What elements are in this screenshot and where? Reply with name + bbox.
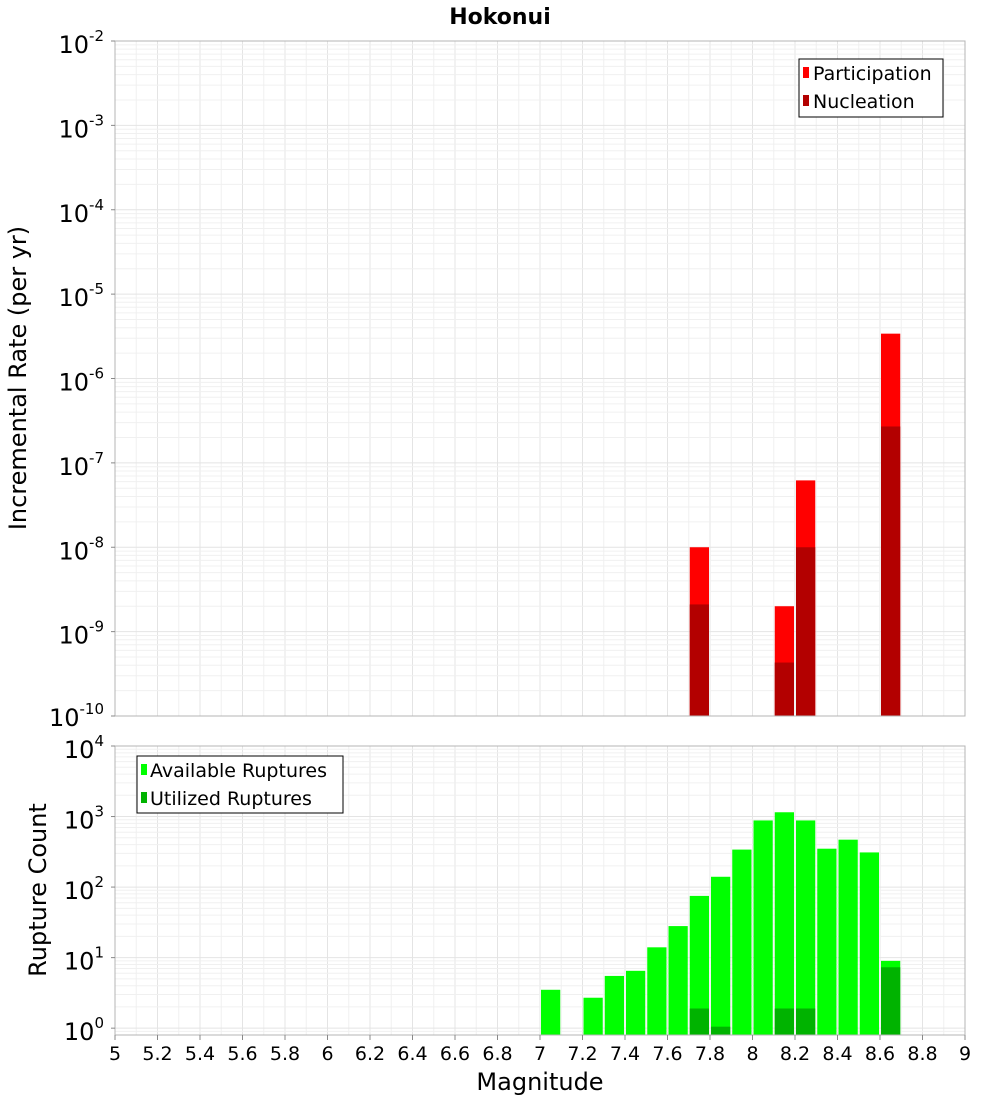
bottom-bar-available-ruptures (753, 820, 773, 1035)
bottom-bar-utilized-ruptures (774, 1008, 794, 1035)
legend-label-nucleation: Nucleation (813, 91, 915, 113)
top-plot-grid (114, 40, 966, 717)
x-tick-label: 7.6 (652, 1043, 682, 1065)
x-tick-label: 8.8 (907, 1043, 937, 1065)
x-tick-label: 5.2 (142, 1043, 172, 1065)
bottom-plot-bars (541, 812, 901, 1035)
top-bar-nucleation (881, 426, 901, 716)
chart-title: Hokonui (449, 5, 551, 30)
bottom-bar-available-ruptures (817, 848, 837, 1035)
top-y-tick-label: 10-2 (58, 27, 104, 59)
top-y-tick-label: 10-3 (58, 111, 104, 143)
x-tick-label: 6.8 (482, 1043, 512, 1065)
top-y-tick-label: 10-6 (58, 365, 104, 397)
bottom-bar-available-ruptures (859, 852, 879, 1035)
x-tick-label: 6.6 (440, 1043, 470, 1065)
top-y-tick-label: 10-4 (58, 196, 104, 228)
x-tick-label: 8.6 (865, 1043, 895, 1065)
top-y-tick-labels: 10-2 10-3 10-4 10-5 10-6 10-7 10-8 10-9 10-10 (49, 27, 115, 732)
top-y-tick-label: 10-7 (58, 449, 104, 481)
bottom-bar-utilized-ruptures (796, 1008, 816, 1035)
bottom-bar-available-ruptures (796, 820, 816, 1035)
bottom-y-axis-label: Rupture Count (24, 803, 52, 977)
bottom-bar-available-ruptures (732, 849, 752, 1035)
bottom-y-tick-label: 101 (64, 944, 104, 976)
legend-swatch-participation (803, 67, 809, 78)
bottom-bar-available-ruptures (838, 839, 858, 1035)
x-tick-label: 9 (959, 1043, 971, 1065)
bottom-legend-box (136, 755, 344, 814)
bottom-bar-available-ruptures (689, 895, 709, 1035)
x-tick-label: 5.8 (270, 1043, 300, 1065)
bottom-bar-available-ruptures (668, 926, 688, 1035)
top-y-axis-label: Incremental Rate (per yr) (4, 226, 32, 530)
x-axis-label: Magnitude (476, 1068, 603, 1096)
x-tick-label: 7.8 (695, 1043, 725, 1065)
bottom-bar-available-ruptures (604, 975, 624, 1035)
bottom-y-tick-labels: 104 103 102 101 100 (64, 732, 115, 1046)
x-tick-labels: 5 5.2 5.4 5.6 5.8 6 6.2 6.4 6.6 6.8 7 7.2 7.4 7.6 7.8 8… (109, 1035, 971, 1065)
bottom-legend: Available Ruptures Utilized Ruptures (136, 755, 344, 814)
bottom-bar-available-ruptures (541, 989, 561, 1035)
top-bar-nucleation (774, 662, 794, 716)
legend-label-participation: Participation (813, 63, 932, 85)
x-tick-label: 5.4 (185, 1043, 215, 1065)
x-tick-label: 6 (321, 1043, 333, 1065)
x-tick-label: 6.2 (355, 1043, 385, 1065)
x-tick-label: 7 (534, 1043, 546, 1065)
legend-swatch-utilized-ruptures (141, 792, 147, 803)
x-tick-label: 7.2 (567, 1043, 597, 1065)
top-bar-nucleation (689, 604, 709, 716)
bottom-bar-utilized-ruptures (689, 1008, 709, 1035)
legend-label-utilized-ruptures: Utilized Ruptures (150, 788, 312, 810)
bottom-y-tick-label: 103 (64, 803, 104, 835)
top-bar-nucleation (796, 547, 816, 716)
x-tick-label: 7.4 (610, 1043, 640, 1065)
x-tick-label: 5 (109, 1043, 121, 1065)
top-y-tick-label: 10-8 (58, 533, 104, 565)
bottom-bar-available-ruptures (583, 997, 603, 1035)
legend-label-available-ruptures: Available Ruptures (150, 760, 327, 782)
bottom-y-tick-label: 104 (64, 732, 104, 764)
bottom-bar-available-ruptures (626, 970, 646, 1035)
bottom-bar-available-ruptures (774, 812, 794, 1035)
bottom-bar-available-ruptures (647, 947, 667, 1035)
legend-swatch-nucleation (803, 95, 809, 106)
bottom-y-tick-label: 100 (64, 1014, 104, 1046)
top-plot-bars (689, 333, 901, 716)
top-y-tick-label: 10-5 (58, 280, 104, 312)
bottom-bar-utilized-ruptures (881, 967, 901, 1035)
x-tick-label: 8.2 (780, 1043, 810, 1065)
x-tick-label: 8.4 (822, 1043, 852, 1065)
bottom-bar-available-ruptures (711, 876, 731, 1035)
top-y-tick-label: 10-10 (49, 700, 104, 732)
legend-swatch-available-ruptures (141, 764, 147, 775)
x-tick-label: 6.4 (397, 1043, 427, 1065)
bottom-bar-utilized-ruptures (711, 1026, 731, 1035)
top-legend-box (798, 58, 944, 118)
top-y-tick-label: 10-9 (58, 618, 104, 650)
bottom-y-tick-label: 102 (64, 873, 104, 905)
x-tick-label: 5.6 (227, 1043, 257, 1065)
top-legend: Participation Nucleation (798, 58, 944, 118)
x-tick-label: 8 (746, 1043, 758, 1065)
